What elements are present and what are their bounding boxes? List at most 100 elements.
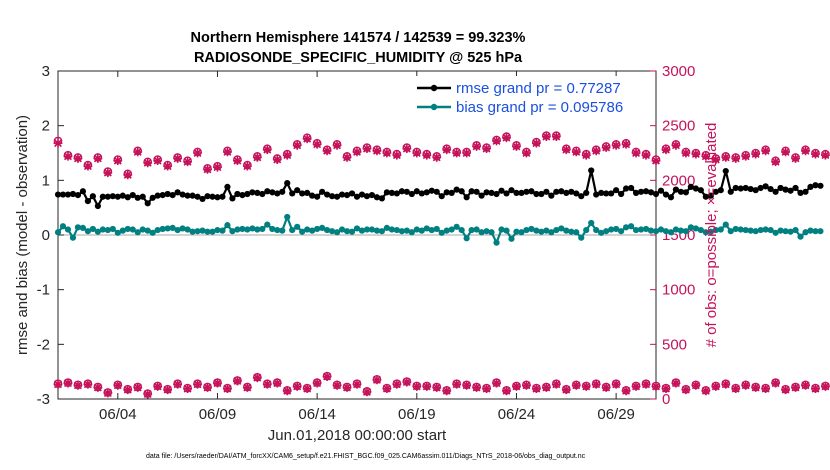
obs-evaluated-marker <box>103 388 113 398</box>
bias-point <box>652 228 660 235</box>
obs-evaluated-marker <box>213 162 222 172</box>
obs-evaluated-marker <box>781 385 790 395</box>
rmse-point <box>697 187 704 194</box>
rmse-point <box>94 202 101 210</box>
obs-evaluated-marker <box>252 373 262 383</box>
rmse-point <box>403 188 410 195</box>
bias-point <box>239 225 246 233</box>
obs-evaluated-marker <box>561 385 571 395</box>
obs-evaluated-marker <box>601 143 611 152</box>
obs-evaluated-marker <box>472 383 481 392</box>
chart-subtitle: RADIOSONDE_SPECIFIC_HUMIDITY @ 525 hPa <box>194 50 523 66</box>
obs-evaluated-marker <box>123 170 133 180</box>
obs-evaluated-marker <box>233 376 242 386</box>
bias-point <box>363 226 371 233</box>
y-tick-label: -3 <box>37 391 50 408</box>
rmse-point <box>254 189 261 197</box>
bias-point <box>284 213 291 221</box>
x-tick-label: 06/04 <box>99 406 137 423</box>
rmse-point <box>433 188 440 195</box>
bias-point <box>324 226 331 234</box>
rmse-point <box>588 167 595 174</box>
rmse-point <box>473 188 480 195</box>
bias-point <box>528 225 535 233</box>
obs-evaluated-marker <box>741 151 751 161</box>
obs-evaluated-marker <box>512 382 521 391</box>
rmse-point <box>608 190 615 197</box>
bias-point <box>249 225 256 232</box>
obs-evaluated-marker <box>282 150 292 160</box>
rmse-point <box>578 193 585 200</box>
bias-point <box>269 225 276 233</box>
rmse-point <box>568 188 575 195</box>
obs-evaluated-marker <box>143 158 153 168</box>
rmse-point <box>642 188 650 195</box>
bias-point <box>69 234 77 241</box>
rmse-point <box>159 191 166 199</box>
obs-evaluated-marker <box>591 146 601 156</box>
rmse-point <box>304 189 311 197</box>
obs-evaluated-marker <box>382 384 392 394</box>
obs-evaluated-marker <box>312 139 322 149</box>
rmse-point <box>383 189 390 196</box>
rmse-point <box>702 193 709 200</box>
rmse-point <box>802 188 809 195</box>
bias-point <box>54 229 62 236</box>
bias-point <box>94 228 101 235</box>
bias-point <box>662 228 670 235</box>
rmse-point <box>598 189 605 197</box>
rmse-point <box>438 193 445 200</box>
bias-point <box>682 228 690 235</box>
rmse-point <box>74 191 82 199</box>
obs-evaluated-marker <box>621 386 631 396</box>
bias-point <box>787 228 794 235</box>
x-tick-label: 06/14 <box>298 406 336 423</box>
rmse-point <box>782 186 789 193</box>
obs-evaluated-marker <box>791 383 800 392</box>
obs-evaluated-marker <box>751 383 761 392</box>
rmse-point <box>54 191 62 198</box>
legend-rmse-label: rmse grand pr = 0.77287 <box>456 80 621 97</box>
obs-evaluated-marker <box>143 389 153 399</box>
obs-evaluated-marker <box>681 385 691 395</box>
bias-point <box>632 226 640 234</box>
rmse-point <box>333 193 341 200</box>
rmse-point <box>692 185 699 192</box>
rmse-point <box>652 190 660 198</box>
bias-point <box>618 228 625 235</box>
bias-point <box>518 229 525 236</box>
rmse-point <box>149 194 156 201</box>
bias-point <box>642 225 650 233</box>
bias-point <box>623 224 630 231</box>
obs-evaluated-marker <box>651 156 661 166</box>
bias-point <box>578 234 585 241</box>
obs-evaluated-marker <box>691 380 701 390</box>
obs-evaluated-marker <box>432 152 442 162</box>
rmse-point <box>563 189 570 197</box>
rmse-point <box>667 194 675 201</box>
bias-point <box>129 226 136 233</box>
obs-evaluated-marker <box>63 378 73 388</box>
rmse-point <box>508 187 515 194</box>
rmse-point <box>89 193 96 200</box>
rmse-point <box>618 190 625 198</box>
bias-point <box>353 225 361 232</box>
bias-point <box>722 221 729 228</box>
obs-evaluated-marker <box>811 384 820 394</box>
rmse-point <box>762 183 769 190</box>
rmse-point <box>338 191 346 198</box>
obs-evaluated-marker <box>123 385 133 395</box>
obs-evaluated-marker <box>691 149 701 159</box>
rmse-point <box>448 189 455 197</box>
rmse-point <box>184 192 191 199</box>
bias-point <box>533 227 540 234</box>
y-right-tick-label: 1000 <box>662 282 695 299</box>
bias-point <box>64 226 72 233</box>
obs-evaluated-marker <box>611 140 621 150</box>
bias-point <box>767 226 774 234</box>
bias-point <box>608 226 615 233</box>
bias-point <box>573 229 580 236</box>
rmse-point <box>99 193 106 200</box>
obs-evaluated-marker <box>113 156 123 166</box>
obs-evaluated-marker <box>551 379 561 389</box>
